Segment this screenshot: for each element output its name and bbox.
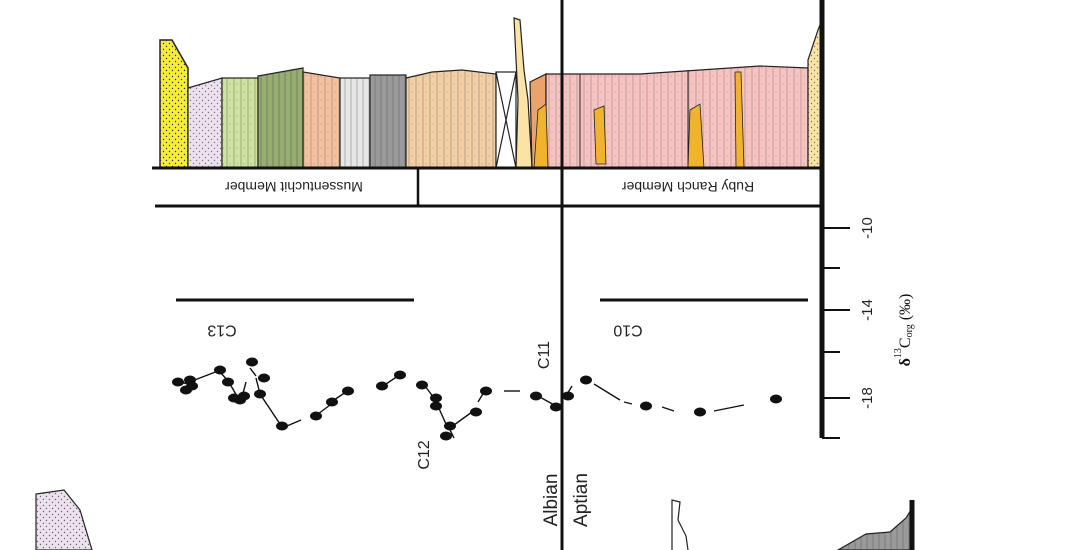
data-point [430, 394, 442, 403]
segment-bars: C13 C10 C11 C12 [176, 300, 808, 470]
isotope-axis: -10 -14 -18 δ13Corg (‰) [822, 217, 915, 438]
unit-pink-pattern [546, 66, 808, 168]
tick-label-2: -14 [859, 299, 876, 321]
data-point [416, 381, 428, 390]
data-point [550, 403, 562, 412]
tick-label-3: -18 [859, 387, 876, 409]
unit-cream-spike [514, 18, 532, 168]
member-boxes: Mussentuchit Member Ruby Ranch Member [155, 168, 822, 206]
stage-label-aptian: Aptian [571, 473, 592, 527]
tick-label-1: -10 [859, 217, 876, 239]
data-point [580, 376, 592, 385]
segment-label-c11: C11 [536, 341, 553, 369]
unit-dark-gray-pattern [370, 75, 406, 168]
segment-label-c10: C10 [613, 322, 642, 339]
data-point [430, 402, 442, 411]
data-point [694, 408, 706, 417]
data-point [770, 395, 782, 404]
data-point [172, 378, 184, 387]
data-point [440, 432, 452, 441]
data-point [222, 378, 234, 387]
member-label-ruby-ranch: Ruby Ranch Member [622, 179, 755, 195]
data-point [246, 358, 258, 367]
data-point [394, 371, 406, 380]
data-point [640, 402, 652, 411]
stage-label-albian: Albian [541, 474, 562, 527]
data-point [258, 374, 270, 383]
lithologic-column [152, 18, 822, 168]
data-point [562, 392, 574, 401]
data-point [186, 382, 198, 391]
unit-olive-green-pattern [258, 68, 303, 168]
unit-light-gray-pattern [340, 78, 370, 168]
unit-light-green-pattern [222, 78, 258, 168]
unit-tan-pattern [406, 70, 496, 168]
data-point [530, 392, 542, 401]
data-point [326, 398, 338, 407]
segment-label-c12: C12 [416, 440, 433, 469]
data-point [276, 422, 288, 431]
member-label-mussentuchit: Mussentuchit Member [225, 179, 363, 195]
segment-label-c13: C13 [207, 322, 236, 339]
unit-lavender-dots [188, 78, 222, 168]
data-point [214, 366, 226, 375]
data-point [376, 382, 388, 391]
data-point [470, 408, 482, 417]
data-point [238, 392, 250, 401]
data-point [480, 387, 492, 396]
covered-interval [496, 72, 516, 168]
lower-gray-unit-pattern [838, 508, 912, 550]
lower-column-fragments [36, 490, 912, 550]
data-point [444, 422, 456, 431]
data-point [254, 390, 266, 399]
data-point [310, 412, 322, 421]
axis-title: δ13Corg (‰) [893, 294, 915, 367]
lower-outline [672, 500, 688, 550]
data-point [342, 387, 354, 396]
unit-salmon-pattern [303, 72, 340, 168]
